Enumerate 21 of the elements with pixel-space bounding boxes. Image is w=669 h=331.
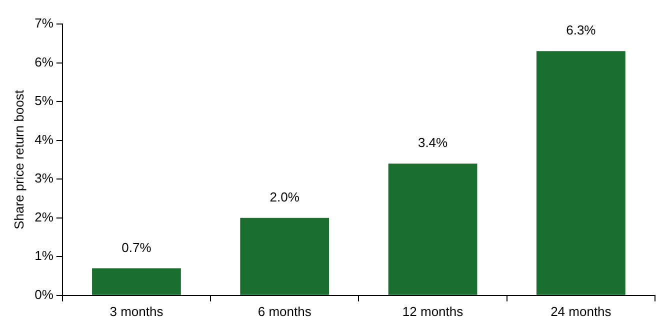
y-tick-label: 5% xyxy=(34,93,54,108)
y-axis-title: Share price return boost xyxy=(11,90,26,230)
y-tick-label: 2% xyxy=(34,209,54,224)
data-label: 6.3% xyxy=(566,22,596,38)
bar xyxy=(536,51,626,295)
bar xyxy=(240,218,330,295)
y-tick-label: 3% xyxy=(34,170,54,186)
x-tick-label: 24 months xyxy=(550,304,612,319)
x-tick-label: 3 months xyxy=(110,304,164,319)
y-tick-label: 4% xyxy=(34,132,54,147)
bar xyxy=(388,164,478,295)
y-tick-label: 7% xyxy=(34,16,54,31)
data-label: 3.4% xyxy=(418,135,448,150)
data-label: 0.7% xyxy=(122,240,152,255)
y-tick-label: 6% xyxy=(34,54,54,70)
y-tick-label: 0% xyxy=(34,286,54,302)
x-tick-label: 6 months xyxy=(258,304,312,319)
y-tick-label: 1% xyxy=(34,248,54,264)
data-label: 2.0% xyxy=(270,189,300,204)
bar xyxy=(92,268,181,295)
x-tick-label: 12 months xyxy=(402,304,464,319)
